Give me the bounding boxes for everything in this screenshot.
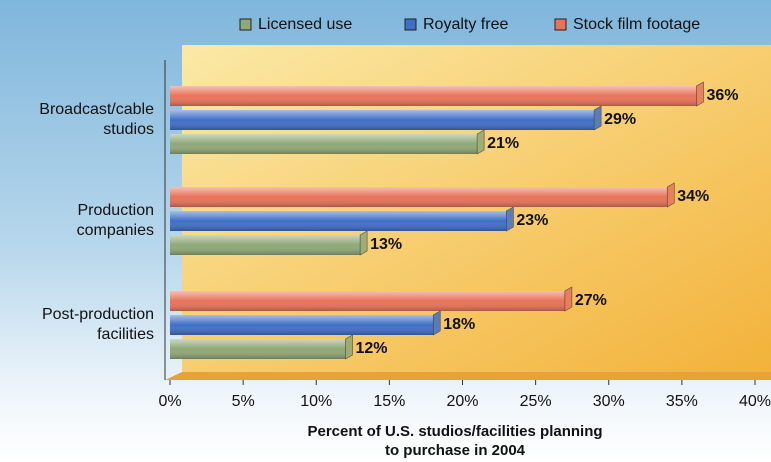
bar-cap [345,334,353,360]
bar-cap [476,129,485,155]
x-tick-label: 10% [300,393,332,410]
legend-swatch [554,18,567,31]
bar-shade [170,110,595,130]
bar-shade [170,339,346,359]
bar-shade [170,187,668,207]
data-label: 36% [707,87,739,104]
x-tick-label: 30% [593,393,625,410]
bar-shade [170,235,361,255]
legend-label: Licensed use [258,16,352,33]
bar-cap [359,230,368,256]
bar-cap [432,310,441,336]
x-tick-label: 35% [666,393,698,410]
bar-cap [666,182,675,208]
legend-label: Royalty free [423,16,508,33]
bar-shade [170,134,478,154]
data-label: 21% [487,135,519,152]
bar-cap [593,105,602,131]
data-label: 13% [370,236,402,253]
bar-cap [506,206,514,232]
x-tick-label: 20% [446,393,478,410]
bar-shade [170,291,565,311]
x-tick-label: 15% [373,393,405,410]
y-tick-label: Production companies [76,202,154,239]
bar-shade [170,211,507,231]
legend-swatch [239,18,252,31]
data-label: 12% [356,340,388,357]
data-label: 18% [443,316,475,333]
x-tick-label: 0% [158,393,181,410]
legend-label: Stock film footage [573,16,700,33]
x-tick-label: 25% [520,393,552,410]
x-axis-title: Percent of U.S. studios/facilities plann… [307,423,603,459]
y-tick-label: Post-production facilities [41,306,154,343]
y-tick-label: Broadcast/cable studios [39,101,154,138]
bar-cap [696,81,704,107]
plot-floor [165,372,771,380]
data-label: 27% [575,292,607,309]
bar-shade [170,86,697,106]
legend-swatch [404,18,417,31]
bar-shade [170,315,434,335]
data-label: 29% [604,111,636,128]
bar-cap [564,286,573,312]
data-label: 34% [677,188,709,205]
x-tick-label: 40% [739,393,771,410]
x-tick-label: 5% [232,393,255,410]
data-label: 23% [516,212,548,229]
